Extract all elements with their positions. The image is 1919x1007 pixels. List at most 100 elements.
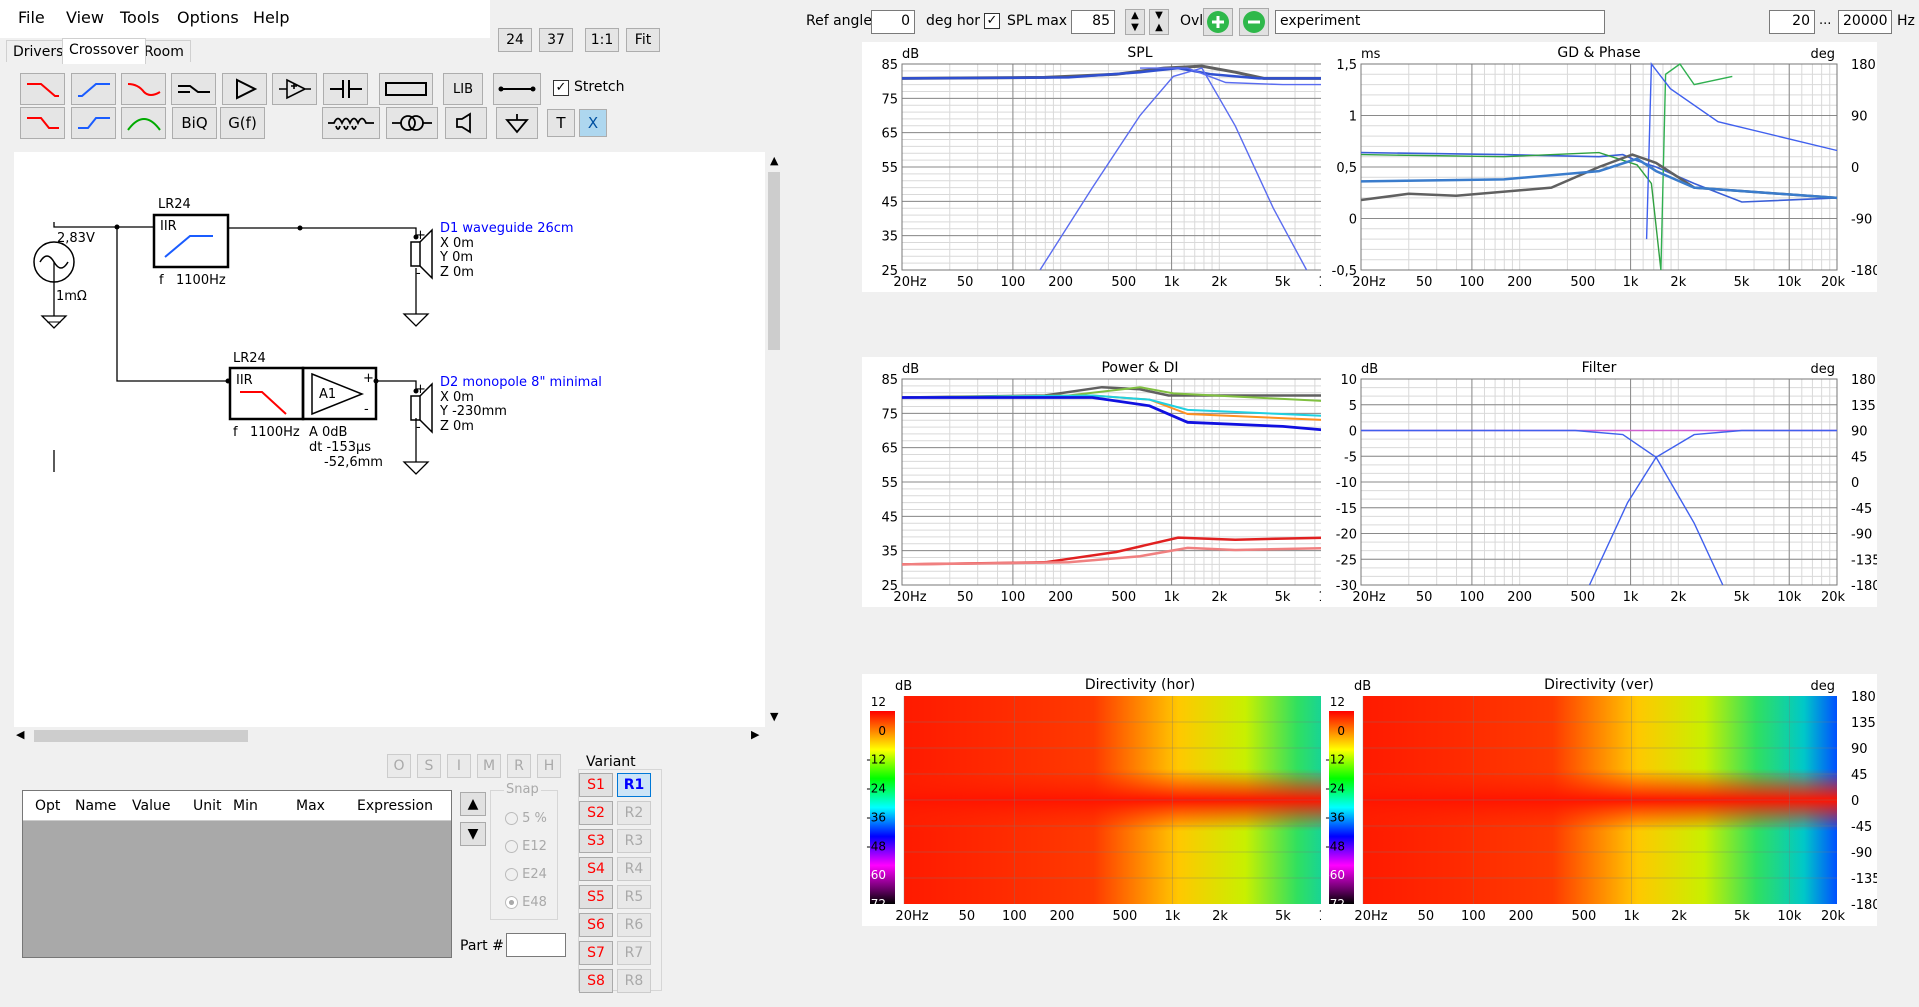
variant-r8-button[interactable]: R8 xyxy=(617,969,651,993)
variant-s8-button[interactable]: S8 xyxy=(579,969,613,993)
close-tool-button[interactable]: X xyxy=(579,109,607,137)
lowpass-red-2-button[interactable] xyxy=(20,107,65,139)
col-expression[interactable]: Expression xyxy=(357,798,433,814)
filter-plot[interactable]: Filter dB deg 20Hz 50 100 200 500 1k 2k 5k 10k 20k 10… xyxy=(1321,357,1877,607)
spl-max-expand-icon[interactable]: ▼ ▲ xyxy=(1149,9,1169,35)
freq-max-input[interactable]: 20000 xyxy=(1838,10,1892,34)
col-max[interactable]: Max xyxy=(296,798,325,814)
driver2-symbol[interactable]: +- xyxy=(402,382,433,475)
osimrh-i-button[interactable]: I xyxy=(447,754,471,778)
schematic-canvas[interactable]: 2,83V 1mΩ LR24 IIR f 1100Hz LR24 IIR f 1… xyxy=(14,152,765,727)
buffer-button[interactable] xyxy=(222,73,267,105)
zoom-24-button[interactable]: 24 xyxy=(498,28,532,52)
schematic-horizontal-scrollbar[interactable]: ◀ ▶ xyxy=(14,727,765,745)
zoom-37-button[interactable]: 37 xyxy=(539,28,573,52)
spl-max-checkbox[interactable]: ✓ xyxy=(984,13,1000,29)
bandpass-green-button[interactable] xyxy=(121,107,166,139)
osimrh-o-button[interactable]: O xyxy=(387,754,411,778)
vertical-scroll-thumb[interactable] xyxy=(768,172,780,350)
horizontal-scroll-thumb[interactable] xyxy=(34,730,248,742)
wire-button[interactable] xyxy=(493,73,541,105)
move-down-icon[interactable]: ▼ xyxy=(460,822,486,846)
variant-r5-button[interactable]: R5 xyxy=(617,885,651,909)
fit-button[interactable]: Fit xyxy=(626,28,660,52)
snap-option-e12[interactable]: E12 xyxy=(505,839,547,854)
osimrh-h-button[interactable]: H xyxy=(537,754,561,778)
capacitor-button[interactable] xyxy=(323,73,368,105)
variant-s3-button[interactable]: S3 xyxy=(579,829,613,853)
zoom-1to1-button[interactable]: 1:1 xyxy=(585,28,619,52)
transformer-button[interactable] xyxy=(386,107,438,139)
notch-red-button[interactable] xyxy=(121,73,166,105)
amplifier-button[interactable] xyxy=(272,73,317,105)
snap-option-e48[interactable]: E48 xyxy=(505,895,547,910)
variant-r2-button[interactable]: R2 xyxy=(617,801,651,825)
menu-file[interactable]: File xyxy=(18,8,45,27)
gd-plot[interactable]: GD & Phase ms deg 20Hz 50 100 200 500 1k 2k 5k 10k 2… xyxy=(1321,42,1877,292)
osimrh-r-button[interactable]: R xyxy=(507,754,531,778)
lib-button[interactable]: LIB xyxy=(443,73,483,105)
overlay-add-button[interactable] xyxy=(1203,8,1233,36)
scroll-right-icon[interactable]: ▶ xyxy=(751,728,760,741)
speaker-button[interactable] xyxy=(445,107,487,139)
menu-options[interactable]: Options xyxy=(177,8,239,27)
ref-angle-input[interactable]: 0 xyxy=(871,10,915,34)
variant-s5-button[interactable]: S5 xyxy=(579,885,613,909)
snap-option-e24[interactable]: E24 xyxy=(505,867,547,882)
driver1-symbol[interactable]: +- xyxy=(402,228,433,327)
menu-tools[interactable]: Tools xyxy=(120,8,160,27)
variant-r1-button[interactable]: R1 xyxy=(617,773,651,797)
dirhor-x-tick: 5k xyxy=(1275,909,1291,924)
col-name[interactable]: Name xyxy=(75,798,117,814)
variant-r7-button[interactable]: R7 xyxy=(617,941,651,965)
amplifier-block[interactable] xyxy=(301,366,378,421)
menu-help[interactable]: Help xyxy=(253,8,290,27)
col-value[interactable]: Value xyxy=(132,798,171,814)
highpass-blue-button[interactable] xyxy=(71,73,116,105)
osimrh-s-button[interactable]: S xyxy=(417,754,441,778)
col-unit[interactable]: Unit xyxy=(193,798,222,814)
scroll-left-icon[interactable]: ◀ xyxy=(16,728,25,741)
dirver-plot[interactable]: Directivity (ver) dB deg 12 0 -12 -24 -36 -48 -60… xyxy=(1321,674,1877,926)
ground-button[interactable] xyxy=(496,107,538,139)
transfer-function-button[interactable]: G(f) xyxy=(220,107,265,139)
variant-s4-button[interactable]: S4 xyxy=(579,857,613,881)
spl-max-stepper-icon[interactable]: ▲ ▼ xyxy=(1125,9,1145,35)
parameter-table[interactable]: Opt Name Value Unit Min Max Expression xyxy=(22,790,452,958)
overlay-remove-button[interactable] xyxy=(1239,8,1269,36)
col-min[interactable]: Min xyxy=(233,798,258,814)
scroll-up-icon[interactable]: ▲ xyxy=(770,154,779,167)
voltage-source-symbol[interactable] xyxy=(33,241,75,329)
freq-min-input[interactable]: 20 xyxy=(1769,10,1815,34)
osimrh-m-button[interactable]: M xyxy=(477,754,501,778)
scroll-down-icon[interactable]: ▼ xyxy=(770,710,779,723)
dirhor-plot[interactable]: Directivity (hor)dBdeg120-12-24-36-48-60… xyxy=(862,674,1418,926)
highpass-filter-block[interactable] xyxy=(152,213,230,269)
variant-r4-button[interactable]: R4 xyxy=(617,857,651,881)
schematic-vertical-scrollbar[interactable]: ▲ ▼ xyxy=(765,152,783,727)
spl-max-input[interactable]: 85 xyxy=(1071,10,1115,34)
highpass-blue-2-button[interactable] xyxy=(71,107,116,139)
move-up-icon[interactable]: ▲ xyxy=(460,792,486,816)
biquad-button[interactable]: BiQ xyxy=(172,107,217,139)
tab-crossover[interactable]: Crossover xyxy=(62,38,146,64)
shelf-button[interactable] xyxy=(171,73,216,105)
inductor-button[interactable] xyxy=(322,107,380,139)
variant-s6-button[interactable]: S6 xyxy=(579,913,613,937)
variant-s2-button[interactable]: S2 xyxy=(579,801,613,825)
part-number-input[interactable] xyxy=(506,933,566,957)
variant-r6-button[interactable]: R6 xyxy=(617,913,651,937)
stretch-checkbox[interactable]: ✓ xyxy=(553,80,569,96)
resistor-button[interactable] xyxy=(379,73,433,105)
variant-s7-button[interactable]: S7 xyxy=(579,941,613,965)
source-voltage: 2,83V xyxy=(57,231,95,246)
tab-drivers[interactable]: Drivers xyxy=(6,40,71,62)
variant-r3-button[interactable]: R3 xyxy=(617,829,651,853)
menu-view[interactable]: View xyxy=(66,8,104,27)
text-tool-button[interactable]: T xyxy=(547,109,575,137)
snap-option-5pct[interactable]: 5 % xyxy=(505,811,547,826)
variant-s1-button[interactable]: S1 xyxy=(579,773,613,797)
lowpass-red-button[interactable] xyxy=(20,73,65,105)
overlay-name-input[interactable]: experiment xyxy=(1275,10,1605,34)
col-opt[interactable]: Opt xyxy=(35,798,61,814)
